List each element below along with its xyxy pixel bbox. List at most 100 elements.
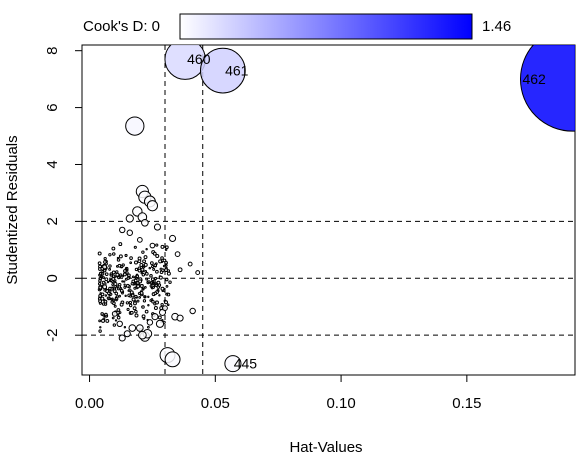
cluster-point (135, 277, 138, 280)
cluster-point (118, 242, 123, 247)
data-point (177, 267, 183, 273)
cluster-point (123, 283, 126, 286)
data-point (162, 305, 168, 312)
data-point (164, 351, 181, 368)
cluster-point (160, 256, 164, 260)
cluster-point (104, 272, 109, 276)
cluster-point (147, 304, 150, 307)
cluster-point (166, 271, 171, 276)
cluster-point (128, 300, 133, 305)
cluster-point (160, 244, 165, 249)
cluster-point (164, 260, 168, 265)
data-point (153, 223, 161, 231)
cluster-point (113, 287, 117, 291)
cluster-point (151, 299, 155, 304)
data-point-461 (199, 47, 246, 94)
cluster-point (115, 295, 119, 299)
data-point (102, 284, 108, 290)
cluster-point (127, 289, 130, 292)
cluster-point (126, 307, 130, 312)
cluster-point (152, 285, 155, 289)
cluster-point (113, 304, 117, 308)
point-labels: 460 461 462 445 (187, 51, 546, 371)
cluster-point (141, 287, 144, 291)
cooks-d-legend: Cook's D: 0 1.46 (83, 13, 511, 40)
cluster-point (115, 265, 119, 268)
cluster-point (100, 312, 104, 316)
data-point (155, 319, 165, 328)
cluster-point (131, 297, 136, 302)
cluster-point (124, 294, 127, 298)
cluster-point (160, 260, 164, 264)
cluster-point (134, 294, 138, 299)
data-point (118, 334, 126, 342)
data-point (111, 310, 118, 317)
data-point (102, 264, 108, 270)
cluster-point (119, 288, 124, 293)
cluster-point (115, 270, 119, 274)
cluster-point (158, 275, 163, 280)
cluster-point (155, 300, 160, 305)
cluster-point (144, 309, 149, 314)
y-tick-label: -2 (44, 329, 61, 342)
x-tick-label: 0.05 (201, 395, 230, 412)
data-point (136, 324, 144, 332)
data-point (174, 251, 181, 257)
cluster-point (159, 267, 163, 271)
cluster-point (141, 305, 145, 309)
cluster-point (155, 243, 159, 247)
x-axis: 0.00 0.05 0.10 0.15 (75, 374, 481, 412)
cluster-point (111, 276, 116, 281)
legend-max-label: 1.46 (482, 18, 511, 35)
cluster-point (121, 274, 124, 278)
cluster-point (108, 286, 112, 291)
cluster-point (142, 317, 146, 320)
cluster-point (147, 295, 150, 299)
cluster-point (153, 281, 156, 285)
data-point (149, 242, 156, 249)
cluster-point (108, 290, 112, 293)
cluster-point (147, 280, 151, 284)
cluster-point (129, 294, 133, 298)
cluster-point (111, 270, 116, 275)
cluster-point (124, 267, 128, 270)
cluster-point (127, 273, 131, 278)
cluster-point (103, 260, 107, 264)
cluster-point (149, 261, 154, 265)
cluster-point (122, 272, 127, 277)
cluster-point (125, 301, 130, 305)
cluster-point (168, 280, 172, 284)
cluster-point (108, 253, 112, 257)
cluster-point (129, 261, 133, 265)
cluster-point (97, 251, 102, 256)
cluster-point (130, 282, 134, 286)
data-point (119, 226, 126, 234)
cluster-point (115, 272, 120, 277)
point-label-461: 461 (225, 63, 249, 79)
cluster-point (165, 277, 169, 282)
cluster-point (154, 276, 158, 281)
cluster-point (145, 248, 148, 251)
cluster-point (141, 273, 146, 277)
cluster-point (112, 252, 116, 256)
cluster-point (129, 256, 133, 260)
data-point-445 (224, 355, 242, 373)
cluster-point (158, 294, 161, 297)
cluster-point (121, 280, 124, 283)
cluster-point (140, 271, 143, 275)
data-point (187, 261, 193, 267)
cluster-point (166, 269, 170, 273)
y-tick-label: 0 (44, 274, 61, 282)
cluster-point (98, 319, 102, 323)
cluster-point (108, 267, 112, 271)
point-label-445: 445 (234, 356, 258, 372)
data-point (176, 314, 184, 322)
cluster-point (97, 297, 102, 301)
data-point (151, 313, 159, 321)
cluster-point (150, 277, 155, 282)
cluster-point (117, 285, 122, 289)
cluster-point (98, 279, 102, 283)
cluster-point (161, 289, 164, 293)
cluster-point (143, 255, 148, 260)
